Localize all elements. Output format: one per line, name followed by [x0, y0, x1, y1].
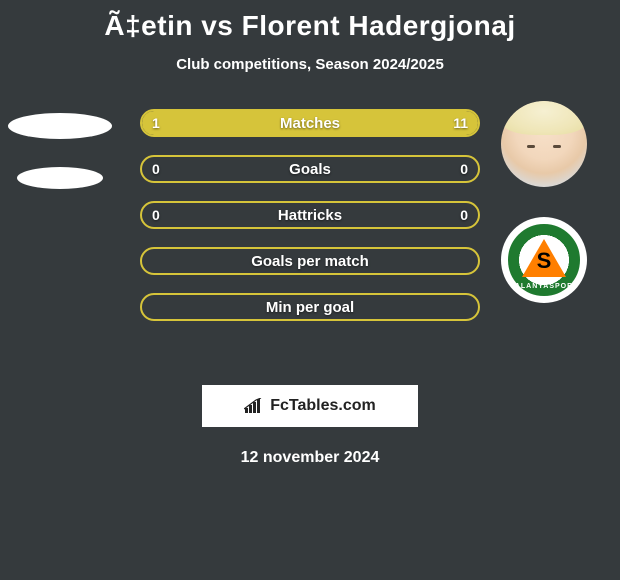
date-text: 12 november 2024: [0, 449, 620, 467]
left-player-column: [4, 109, 116, 189]
left-club-badge-placeholder: [17, 167, 103, 189]
stat-row: 00Hattricks: [140, 201, 480, 229]
page-title: Ã‡etin vs Florent Hadergjonaj: [0, 0, 620, 42]
right-player-column: S ALANYASPOR: [488, 101, 600, 303]
right-player-photo: [501, 101, 587, 187]
stat-bars: 111Matches 00Goals 00Hattricks Goals per ma…: [140, 109, 480, 339]
stat-row: 00Goals: [140, 155, 480, 183]
page-subtitle: Club competitions, Season 2024/2025: [0, 56, 620, 73]
brand-footer: FcTables.com: [202, 385, 418, 427]
stat-label: Min per goal: [142, 295, 478, 319]
brand-text: FcTables.com: [270, 397, 376, 415]
stat-label: Hattricks: [142, 203, 478, 227]
stat-row: Goals per match: [140, 247, 480, 275]
right-club-badge: S ALANYASPOR: [501, 217, 587, 303]
stat-label: Goals per match: [142, 249, 478, 273]
stat-label: Goals: [142, 157, 478, 181]
chart-icon: [244, 398, 264, 414]
left-player-photo-placeholder: [8, 113, 112, 139]
stat-row: Min per goal: [140, 293, 480, 321]
stat-row: 111Matches: [140, 109, 480, 137]
comparison-area: S ALANYASPOR 111Matches 00Goals 00Hattrick…: [0, 109, 620, 359]
stat-label: Matches: [142, 111, 478, 135]
